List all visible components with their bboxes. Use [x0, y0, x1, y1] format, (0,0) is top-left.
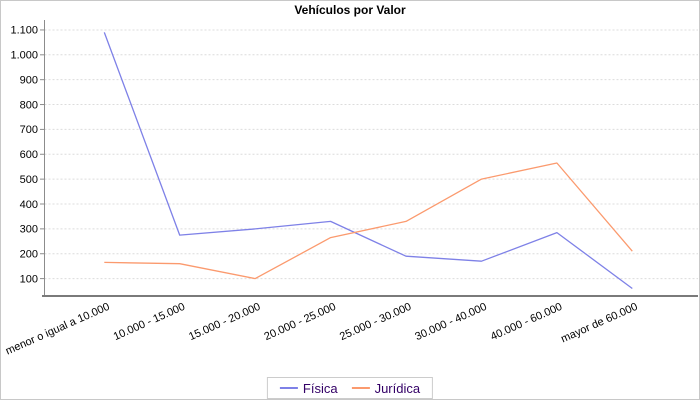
legend-line-swatch-juridica [351, 387, 370, 389]
y-tick-label: 1.100 [10, 25, 38, 37]
y-tick-label: 900 [20, 74, 38, 86]
series-line-juridica [104, 162, 633, 280]
y-tick-label: 700 [20, 124, 38, 136]
x-category-label: 25.000 - 30.000 [338, 301, 413, 343]
legend-label-juridica: Jurídica [374, 380, 421, 396]
x-category-label: 40.000 - 60.000 [489, 301, 564, 343]
legend-label-fisica: Física [302, 380, 338, 396]
y-tick-label: 500 [20, 174, 38, 186]
x-category-label: mayor de 60.000 [559, 301, 639, 346]
x-category-label: 30.000 - 40.000 [413, 301, 488, 343]
y-tick-label: 300 [20, 224, 38, 236]
legend-line-swatch-fisica [279, 387, 298, 389]
legend: Física Jurídica [266, 377, 434, 399]
chart-title: Vehículos por Valor [294, 3, 406, 17]
x-category-label: 20.000 - 25.000 [263, 301, 338, 343]
y-tick-label: 800 [20, 99, 38, 111]
y-tick-label: 100 [20, 273, 38, 285]
y-tick-label: 400 [20, 199, 38, 211]
legend-item-fisica: Física [279, 380, 338, 396]
y-tick-label: 1.000 [10, 50, 38, 62]
y-tick-label: 600 [20, 149, 38, 161]
x-category-label: 10.000 - 15.000 [112, 301, 187, 343]
x-category-label: 15.000 - 20.000 [187, 301, 262, 343]
series-line-fisica [103, 32, 633, 290]
y-tick-label: 200 [20, 249, 38, 261]
x-category-label: menor o igual a 10.000 [4, 301, 112, 358]
legend-item-juridica: Jurídica [351, 380, 421, 396]
